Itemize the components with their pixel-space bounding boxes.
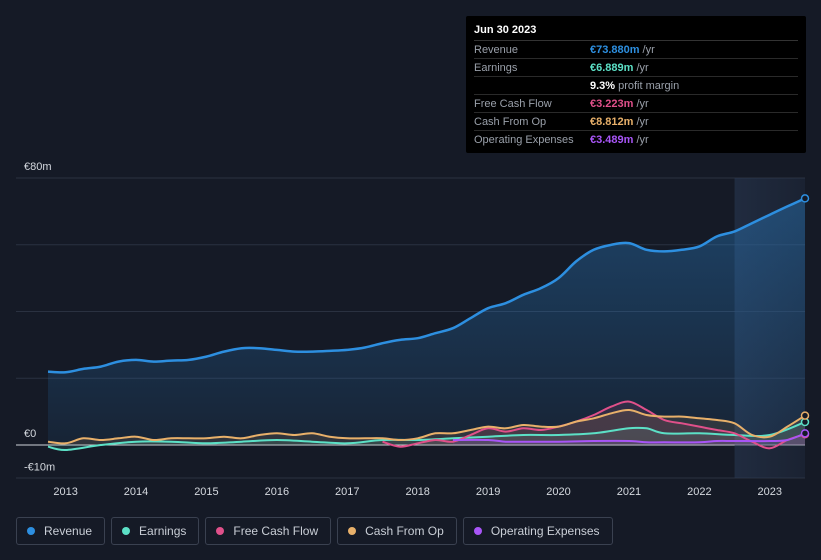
tooltip-value: €6.889m (590, 62, 634, 74)
tooltip-row-operating-expenses: Operating Expenses €3.489m /yr (474, 131, 798, 148)
legend-dot-icon (27, 527, 35, 535)
y-tick-label: €0 (24, 428, 36, 440)
tooltip-label: Earnings (474, 62, 518, 74)
series-end-points (800, 194, 810, 439)
tooltip-unit: /yr (636, 62, 649, 74)
tooltip-unit: /yr (636, 98, 649, 110)
legend-label: Earnings (139, 524, 187, 538)
x-tick-label: 2014 (124, 486, 148, 498)
y-tick-label: -€10m (24, 461, 55, 473)
tooltip-rows: Revenue €73.880m /yr Earnings €6.889m /y… (474, 41, 798, 148)
x-tick-label: 2018 (405, 486, 429, 498)
tooltip-value: €3.223m (590, 98, 634, 110)
x-tick-label: 2020 (546, 486, 570, 498)
legend-dot-icon (122, 527, 131, 535)
legend-operating-expenses[interactable]: Operating Expenses (462, 517, 613, 545)
tooltip-row-revenue: Revenue €73.880m /yr (474, 41, 798, 59)
cash-from-op-area (48, 409, 805, 445)
tooltip-unit: profit margin (618, 80, 680, 92)
cash-from-op-line (47, 408, 806, 445)
legend-dot-icon (348, 527, 357, 535)
tooltip-date: Jun 30 2023 (474, 24, 798, 41)
tooltip-label: Free Cash Flow (474, 98, 552, 110)
tooltip-label: Operating Expenses (474, 134, 574, 146)
x-tick-label: 2021 (617, 486, 641, 498)
x-tick-label: 2017 (335, 486, 359, 498)
legend-revenue[interactable]: Revenue (16, 517, 106, 545)
legend-label: Operating Expenses (490, 524, 600, 538)
legend-free-cash-flow[interactable]: Free Cash Flow (205, 517, 332, 545)
free-cash-flow-line (382, 400, 806, 450)
x-tick-label: 2015 (194, 486, 218, 498)
tooltip-row-profit-margin: 9.3% profit margin (474, 77, 798, 95)
operating-expenses-line (452, 432, 806, 444)
cash-from-op-end-point (800, 411, 810, 420)
x-tick-label: 2022 (687, 486, 711, 498)
tooltip-unit: /yr (636, 116, 649, 128)
legend-label: Free Cash Flow (233, 524, 319, 538)
tooltip-row-earnings: Earnings €6.889m /yr (474, 59, 798, 77)
earnings-area (48, 422, 805, 451)
series-areas (48, 198, 805, 451)
chart-legend: Revenue Earnings Free Cash Flow Cash Fro… (16, 517, 613, 545)
operating-expenses-end-point (800, 429, 810, 438)
legend-earnings[interactable]: Earnings (111, 517, 200, 545)
legend-dot-icon (216, 527, 225, 535)
tooltip-unit: /yr (642, 44, 655, 56)
y-axis: €80m €0 -€10m (24, 161, 55, 473)
series-lines (47, 197, 806, 452)
legend-label: Cash From Op (365, 524, 444, 538)
tooltip-unit: /yr (636, 134, 649, 146)
tooltip-label: Revenue (474, 44, 519, 56)
y-tick-label: €80m (24, 161, 52, 173)
tooltip-label: Cash From Op (474, 116, 547, 128)
revenue-area (48, 198, 805, 445)
tooltip-value: 9.3% (590, 80, 616, 92)
data-tooltip: Jun 30 2023 Revenue €73.880m /yr Earning… (466, 16, 806, 153)
tooltip-value: €8.812m (590, 116, 634, 128)
legend-cash-from-op[interactable]: Cash From Op (337, 517, 457, 545)
x-tick-label: 2019 (476, 486, 500, 498)
legend-dot-icon (473, 527, 482, 535)
revenue-line (47, 197, 806, 374)
x-tick-label: 2023 (758, 486, 782, 498)
x-axis: 2013 2014 2015 2016 2017 2018 2019 2020 2021 2022… (53, 486, 782, 498)
tooltip-value: €3.489m (590, 134, 634, 146)
x-tick-label: 2013 (53, 486, 77, 498)
legend-label: Revenue (44, 524, 93, 538)
x-tick-label: 2016 (265, 486, 289, 498)
revenue-end-point (800, 194, 810, 203)
tooltip-value: €73.880m (590, 44, 640, 56)
tooltip-row-free-cash-flow: Free Cash Flow €3.223m /yr (474, 95, 798, 113)
tooltip-row-cash-from-op: Cash From Op €8.812m /yr (474, 113, 798, 131)
